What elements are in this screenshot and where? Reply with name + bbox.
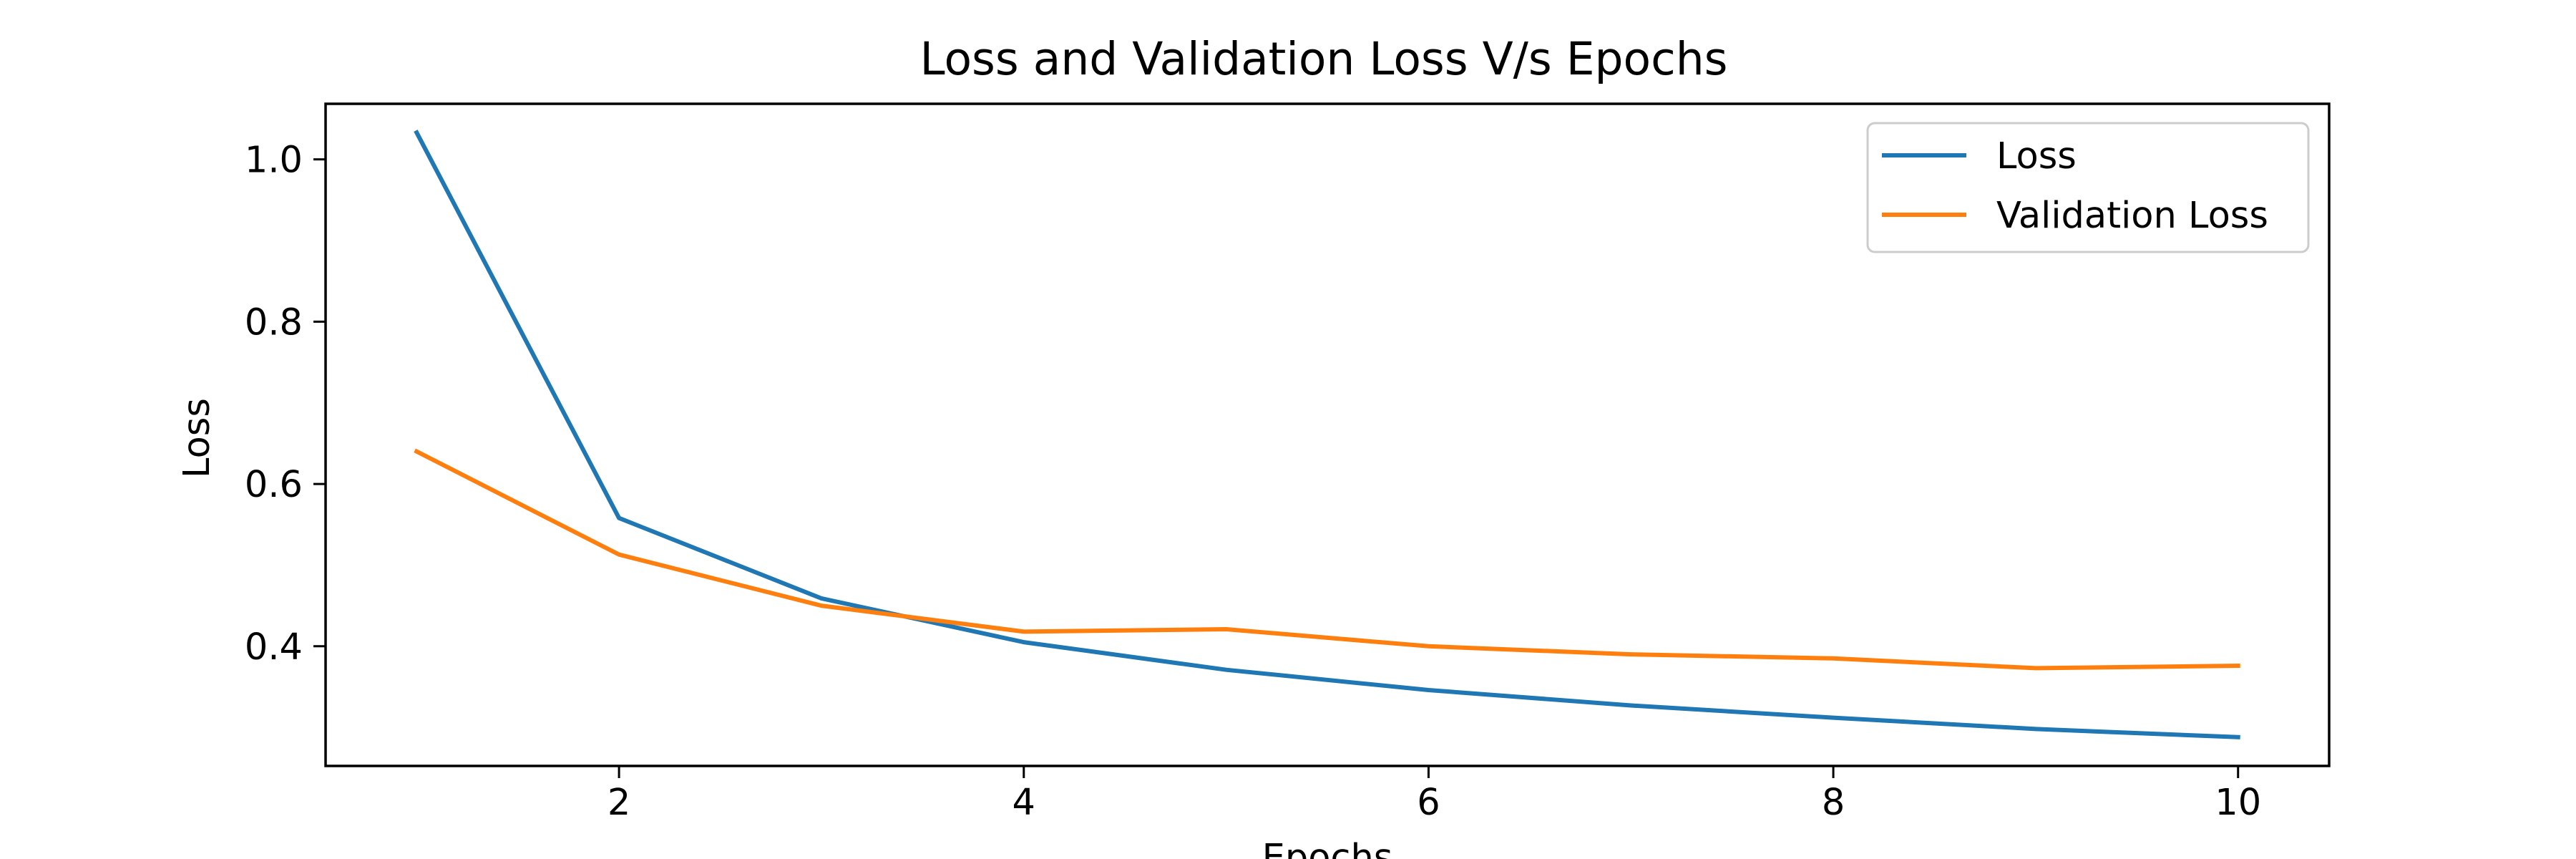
legend-label-1: Validation Loss — [1996, 195, 2268, 237]
y-tick-label: 0.6 — [245, 464, 303, 506]
axes-frame — [324, 102, 2331, 767]
x-axis-ticks: 2 4 6 8 10 — [608, 766, 2261, 824]
x-tick-label: 10 — [2215, 782, 2261, 824]
chart-title: Loss and Validation Loss V/s Epochs — [920, 33, 1728, 85]
series-line-1 — [414, 448, 2240, 671]
x-tick-label: 2 — [608, 782, 630, 824]
legend-box — [1866, 122, 2310, 253]
y-axis-ticks: 0.4 0.6 0.8 1.0 — [245, 140, 326, 669]
x-tick-label: 6 — [1417, 782, 1440, 824]
x-tick-label: 4 — [1013, 782, 1035, 824]
y-tick-label: 0.4 — [245, 626, 303, 669]
legend: Loss Validation Loss — [1866, 122, 2310, 253]
y-tick-label: 0.8 — [245, 301, 303, 344]
x-axis-label: Epochs — [1262, 837, 1393, 859]
series-line-0 — [414, 130, 2240, 739]
y-tick-label: 1.0 — [245, 140, 303, 182]
x-tick-label: 8 — [1822, 782, 1845, 824]
y-axis-label: Loss — [176, 398, 218, 478]
legend-label-0: Loss — [1996, 135, 2077, 178]
plot-area — [414, 130, 2240, 739]
